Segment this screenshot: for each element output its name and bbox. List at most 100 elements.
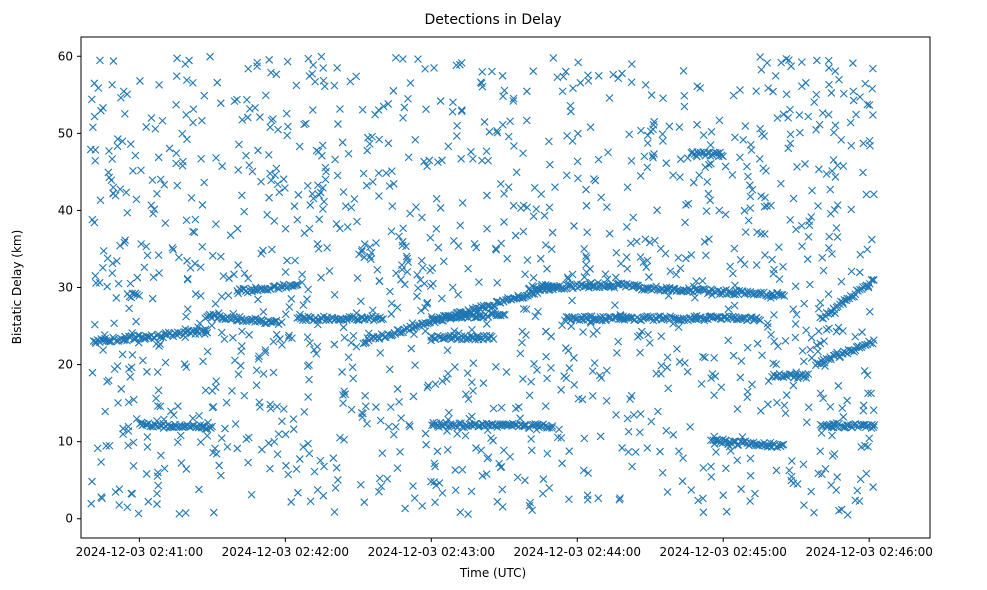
noise-detection-marker xyxy=(449,237,458,245)
noise-detection-marker xyxy=(453,429,462,438)
noise-detection-marker xyxy=(492,245,501,254)
noise-detection-marker xyxy=(347,338,356,347)
noise-detection-marker xyxy=(555,425,563,434)
noise-detection-marker xyxy=(602,396,611,405)
noise-detection-marker xyxy=(483,426,492,435)
noise-detection-marker xyxy=(143,367,151,376)
noise-detection-marker xyxy=(172,159,181,168)
noise-detection-marker xyxy=(825,324,833,333)
noise-detection-marker xyxy=(426,233,435,242)
noise-detection-marker xyxy=(467,412,476,421)
noise-detection-marker xyxy=(522,331,530,339)
noise-detection-marker xyxy=(395,397,403,406)
noise-detection-marker xyxy=(798,347,807,355)
noise-detection-marker xyxy=(816,298,825,307)
noise-detection-marker xyxy=(478,471,487,480)
noise-detection-marker xyxy=(205,310,214,319)
noise-detection-marker xyxy=(336,433,344,442)
track-detection-marker xyxy=(755,289,764,298)
noise-detection-marker xyxy=(650,150,658,158)
noise-detection-marker xyxy=(149,209,158,218)
noise-detection-marker xyxy=(265,55,274,64)
track-detection-marker xyxy=(377,315,386,324)
noise-detection-marker xyxy=(148,176,157,185)
noise-detection-marker xyxy=(526,498,535,507)
noise-detection-marker xyxy=(476,311,484,320)
noise-detection-marker xyxy=(122,188,131,197)
noise-detection-marker xyxy=(678,477,687,486)
noise-detection-marker xyxy=(282,461,290,470)
noise-detection-marker xyxy=(666,267,675,276)
noise-detection-marker xyxy=(272,330,281,339)
noise-detection-marker xyxy=(497,422,506,430)
noise-detection-marker xyxy=(304,393,313,401)
noise-detection-marker xyxy=(557,385,566,394)
noise-detection-marker xyxy=(299,301,308,310)
noise-detection-marker xyxy=(329,454,338,463)
noise-detection-marker xyxy=(289,415,298,424)
track-detection-marker xyxy=(500,310,509,319)
noise-detection-marker xyxy=(183,275,192,284)
noise-detection-marker xyxy=(240,269,249,278)
track-detection-marker xyxy=(824,355,833,364)
x-tick-label: 2024-12-03 02:45:00 xyxy=(659,545,786,559)
noise-detection-marker xyxy=(869,190,878,199)
noise-detection-marker xyxy=(683,154,692,162)
track-detection-marker xyxy=(483,301,492,310)
noise-detection-marker xyxy=(182,465,191,473)
noise-detection-marker xyxy=(348,363,357,372)
noise-detection-marker xyxy=(519,149,527,158)
noise-detection-marker xyxy=(816,389,825,398)
noise-detection-marker xyxy=(798,242,806,251)
noise-detection-marker xyxy=(331,483,340,492)
noise-detection-marker xyxy=(121,333,130,341)
noise-detection-marker xyxy=(310,467,319,476)
noise-detection-marker xyxy=(115,501,124,509)
noise-detection-marker xyxy=(154,468,162,477)
noise-detection-marker xyxy=(465,307,474,316)
chart-title: Detections in Delay xyxy=(424,12,561,28)
noise-detection-marker xyxy=(710,353,719,362)
track-detection-marker xyxy=(754,441,763,450)
noise-detection-marker xyxy=(847,205,856,214)
noise-detection-marker xyxy=(382,169,391,178)
noise-detection-marker xyxy=(410,494,419,502)
noise-detection-marker xyxy=(336,224,344,233)
noise-detection-marker xyxy=(172,100,181,109)
noise-detection-marker xyxy=(313,320,322,329)
track-detection-marker xyxy=(128,289,137,298)
noise-detection-marker xyxy=(483,191,491,200)
noise-detection-marker xyxy=(123,503,132,512)
noise-detection-marker xyxy=(675,123,684,132)
noise-detection-marker xyxy=(188,227,197,236)
noise-detection-marker xyxy=(579,328,587,336)
noise-detection-marker xyxy=(270,217,279,225)
noise-detection-marker xyxy=(637,126,645,135)
noise-detection-marker xyxy=(485,127,494,136)
noise-detection-marker xyxy=(190,228,199,237)
noise-detection-marker xyxy=(344,149,353,158)
track-detection-marker xyxy=(146,422,155,431)
noise-detection-marker xyxy=(834,381,843,390)
noise-detection-marker xyxy=(529,212,538,221)
noise-detection-marker xyxy=(482,470,491,479)
noise-detection-marker xyxy=(282,109,291,118)
noise-detection-marker xyxy=(799,357,808,366)
noise-detection-marker xyxy=(624,427,633,436)
noise-detection-marker xyxy=(539,475,548,484)
noise-detection-marker xyxy=(129,438,138,447)
noise-detection-marker xyxy=(256,113,264,121)
track-detection-marker xyxy=(679,314,688,323)
noise-detection-marker xyxy=(197,116,206,125)
noise-detection-marker xyxy=(859,168,867,177)
noise-detection-marker xyxy=(431,498,439,507)
noise-detection-marker xyxy=(828,451,837,460)
noise-detection-marker xyxy=(612,248,621,257)
noise-detection-marker xyxy=(112,257,121,265)
noise-detection-marker xyxy=(420,279,429,288)
noise-detection-marker xyxy=(739,135,748,144)
noise-detection-marker xyxy=(461,390,470,399)
noise-detection-marker xyxy=(480,118,489,126)
noise-detection-marker xyxy=(252,381,261,390)
y-axis-label: Bistatic Delay (km) xyxy=(10,230,24,345)
